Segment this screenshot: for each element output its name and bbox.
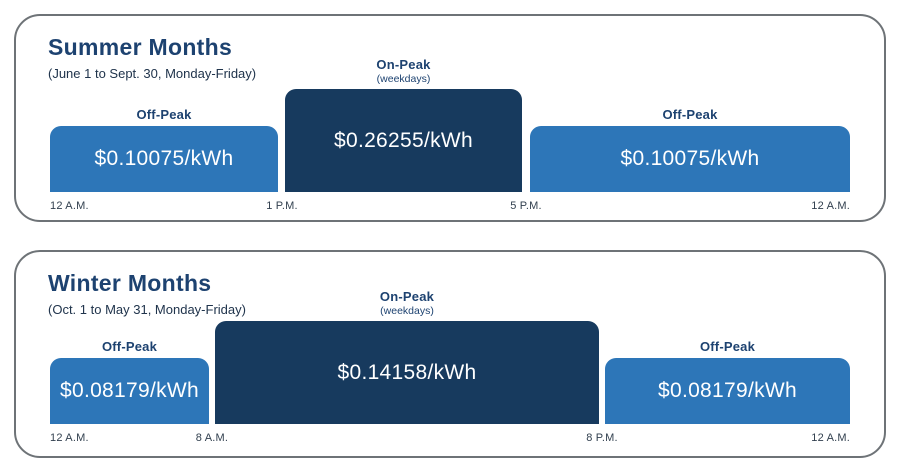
offpeak-bar: $0.10075/kWh — [530, 126, 850, 192]
axis-tick: 12 A.M. — [50, 432, 89, 444]
offpeak-segment-evening: Off-Peak $0.08179/kWh — [605, 339, 850, 424]
summer-months-panel: Summer Months (June 1 to Sept. 30, Monda… — [14, 14, 886, 222]
offpeak-segment-morning: Off-Peak $0.08179/kWh — [50, 339, 209, 424]
panel-subtitle: (Oct. 1 to May 31, Monday-Friday) — [48, 302, 246, 317]
axis-tick: 12 A.M. — [50, 200, 89, 212]
offpeak-segment-morning: Off-Peak $0.10075/kWh — [50, 107, 278, 192]
onpeak-bar: $0.14158/kWh — [215, 321, 599, 424]
segment-sublabel: (weekdays) — [380, 305, 434, 317]
onpeak-segment: On-Peak (weekdays) $0.26255/kWh — [285, 57, 522, 192]
segment-label: Off-Peak — [662, 107, 718, 122]
segment-label: Off-Peak — [699, 339, 756, 354]
axis-tick: 5 P.M. — [510, 200, 542, 212]
rate-value: $0.08179/kWh — [59, 379, 200, 402]
segment-label: Off-Peak — [101, 339, 158, 354]
axis-tick: 12 A.M. — [811, 200, 850, 212]
panel-title: Summer Months — [48, 34, 233, 60]
axis-tick: 12 A.M. — [811, 432, 850, 444]
axis-tick: 8 P.M. — [586, 432, 618, 444]
segment-label: On-Peak — [376, 57, 431, 72]
onpeak-segment: On-Peak (weekdays) $0.14158/kWh — [215, 289, 599, 424]
offpeak-bar: $0.10075/kWh — [50, 126, 278, 192]
rate-value: $0.08179/kWh — [657, 379, 798, 402]
rate-value: $0.14158/kWh — [337, 360, 477, 384]
rate-value: $0.10075/kWh — [620, 147, 760, 170]
panel-subtitle: (June 1 to Sept. 30, Monday-Friday) — [48, 66, 257, 81]
winter-months-panel: Winter Months (Oct. 1 to May 31, Monday-… — [14, 250, 886, 458]
segment-label: Off-Peak — [136, 107, 192, 122]
rate-value: $0.26255/kWh — [333, 128, 474, 152]
segment-sublabel: (weekdays) — [376, 73, 431, 85]
axis-tick: 1 P.M. — [266, 200, 298, 212]
offpeak-bar: $0.08179/kWh — [50, 358, 209, 424]
panel-title: Winter Months — [48, 270, 212, 296]
axis-tick: 8 A.M. — [195, 432, 229, 444]
onpeak-bar: $0.26255/kWh — [285, 89, 522, 192]
offpeak-segment-evening: Off-Peak $0.10075/kWh — [530, 107, 850, 192]
segment-label: On-Peak — [379, 289, 435, 304]
rate-value: $0.10075/kWh — [94, 147, 234, 170]
offpeak-bar: $0.08179/kWh — [605, 358, 850, 424]
